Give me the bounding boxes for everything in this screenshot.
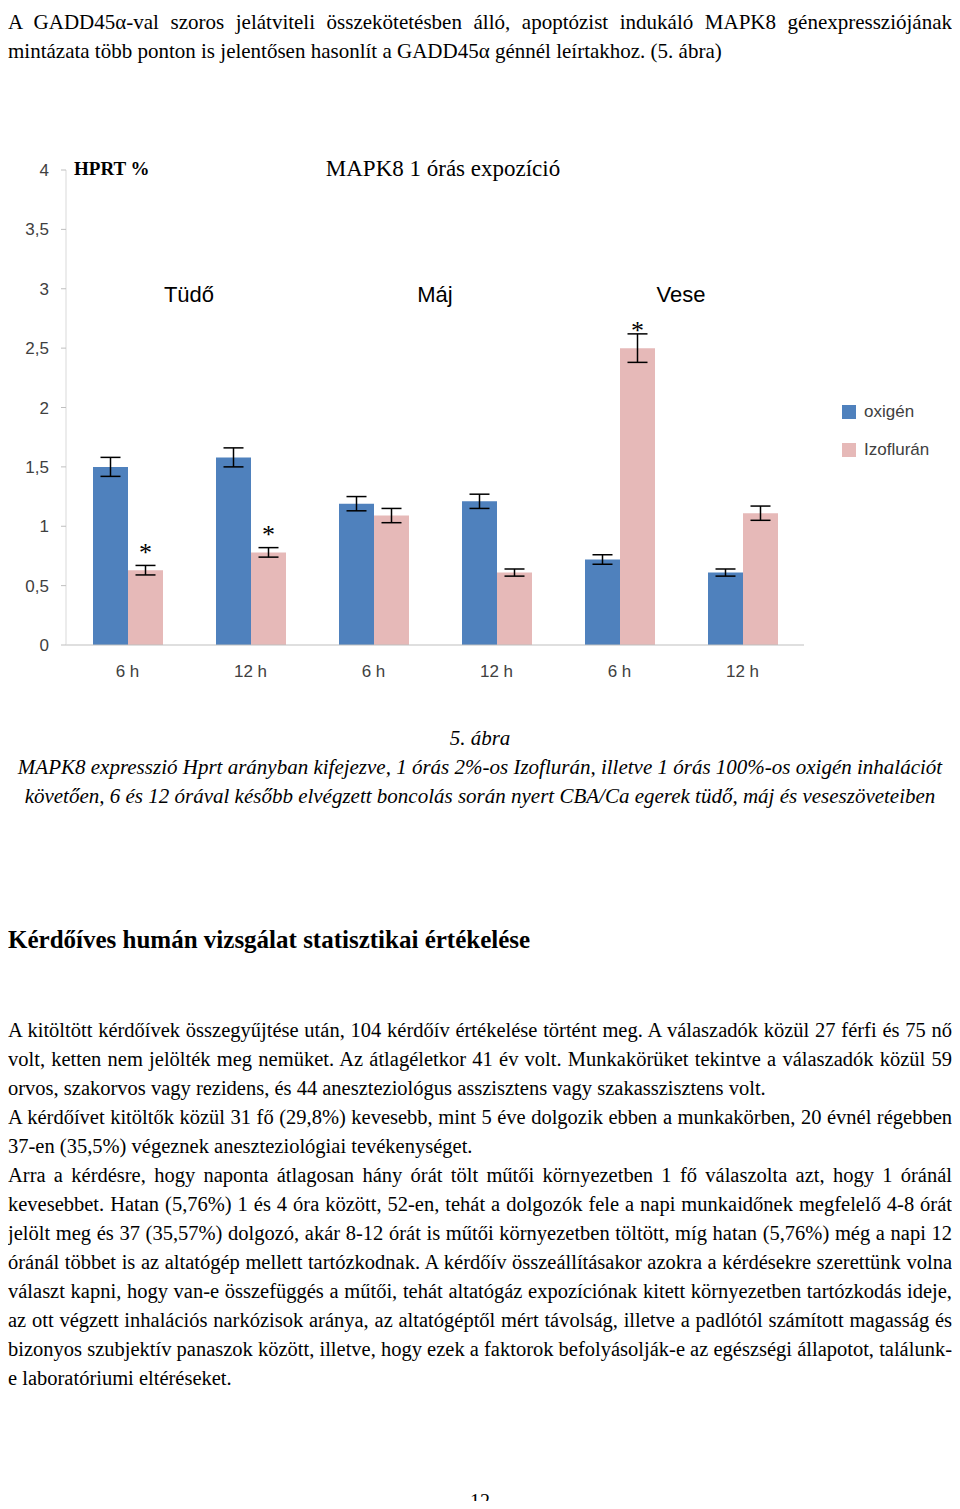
- html-text:A kérdőívet kitöltők közül 31: A kérdőívet kitöltők közül 31 fő (29,8%)…: [8, 1106, 952, 1157]
- svg-text:2: 2: [40, 399, 49, 418]
- svg-text:1: 1: [40, 517, 49, 536]
- svg-text:3: 3: [40, 280, 49, 299]
- svg-text:1,5: 1,5: [25, 458, 49, 477]
- html-text:Izoflurán: Izoflurán: [864, 440, 930, 459]
- html-text:HPRT %: HPRT %: [74, 158, 150, 179]
- svg-text:*: *: [631, 316, 644, 345]
- svg-text:3,5: 3,5: [25, 220, 49, 239]
- html-text:Arra a kérdésre, hogy naponta: Arra a kérdésre, hogy naponta átlagosan …: [8, 1164, 952, 1389]
- svg-text:6 h: 6 h: [608, 662, 632, 681]
- html-text:MAPK8 expresszió Hprt arányban: MAPK8 expresszió Hprt arányban kifejezve…: [17, 755, 943, 808]
- svg-text:12 h: 12 h: [726, 662, 759, 681]
- html-text:A GADD45α-val szoros jelátvite: A GADD45α-val szoros jelátviteli összekö…: [8, 10, 952, 63]
- svg-text:4: 4: [40, 161, 49, 180]
- svg-text:Vese: Vese: [657, 282, 706, 307]
- html-text:Kérdőíves humán vizsgálat stat: Kérdőíves humán vizsgálat statisztikai é…: [8, 926, 531, 953]
- svg-text:6 h: 6 h: [116, 662, 140, 681]
- svg-text:*: *: [139, 538, 152, 567]
- svg-text:6 h: 6 h: [362, 662, 386, 681]
- svg-text:12 h: 12 h: [480, 662, 513, 681]
- svg-text:*: *: [262, 520, 275, 549]
- html-text:5. ábra: 5. ábra: [449, 726, 511, 750]
- svg-text:2,5: 2,5: [25, 339, 49, 358]
- html-text:A kitöltött kérdőívek összegyű: A kitöltött kérdőívek összegyűjtése után…: [8, 1019, 952, 1099]
- html-text:oxigén: oxigén: [864, 402, 915, 421]
- svg-text:Tüdő: Tüdő: [164, 282, 214, 307]
- svg-text:0: 0: [40, 636, 49, 655]
- svg-text:12 h: 12 h: [234, 662, 267, 681]
- svg-text:Máj: Máj: [417, 282, 452, 307]
- html-text:MAPK8 1 órás expozíció: MAPK8 1 órás expozíció: [325, 156, 561, 181]
- svg-text:0,5: 0,5: [25, 577, 49, 596]
